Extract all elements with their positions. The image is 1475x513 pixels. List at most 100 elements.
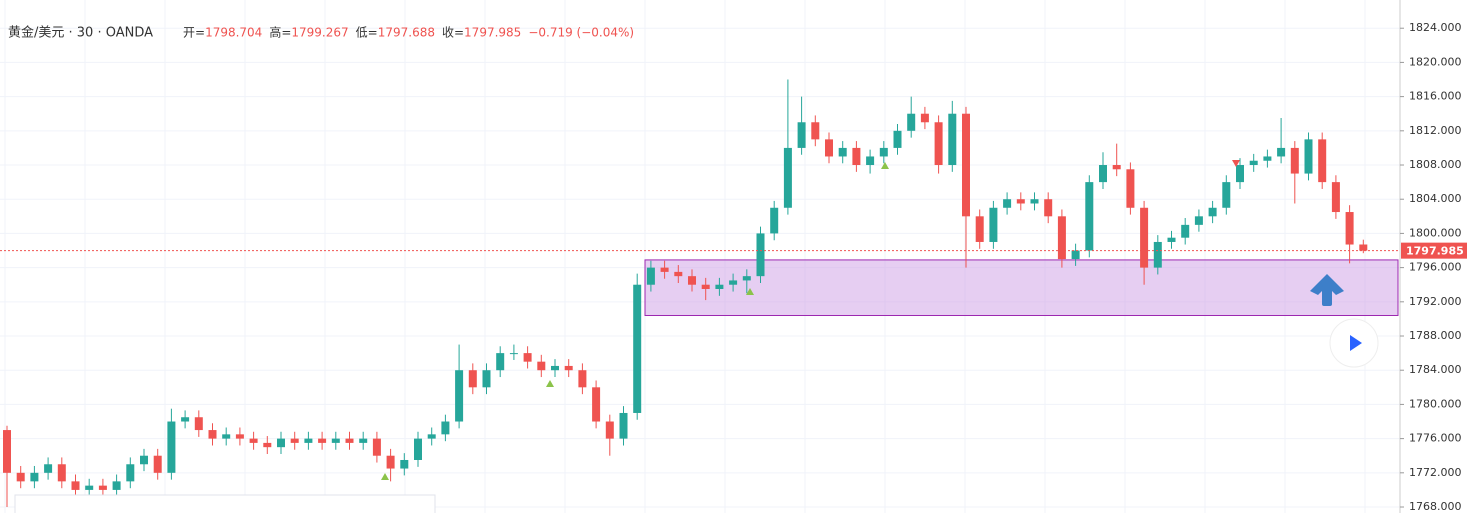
candle-body xyxy=(797,122,806,148)
candle-body xyxy=(564,365,573,371)
candle-body xyxy=(1044,199,1053,217)
candle-body xyxy=(1359,244,1368,251)
candle-body xyxy=(1208,207,1217,217)
candle-body xyxy=(578,370,587,388)
candle-body xyxy=(1181,224,1190,238)
candle-body xyxy=(1085,182,1094,251)
candle-body xyxy=(263,442,272,448)
candle-body xyxy=(1126,169,1135,208)
candle-body xyxy=(1112,165,1121,170)
candle-body xyxy=(989,207,998,242)
candle-body xyxy=(907,113,916,131)
candle-body xyxy=(1318,139,1327,183)
legend: 黄金/美元 · 30 · OANDA 开= 1798.704 高= 1799.267 低… xyxy=(8,25,634,41)
candle-body xyxy=(920,113,929,123)
candle-body xyxy=(852,147,861,166)
candle-body xyxy=(304,438,313,443)
y-tick-label: 1788.000 xyxy=(1409,329,1462,342)
candle-body xyxy=(660,267,669,272)
candle-body xyxy=(3,430,11,473)
ohlc-label: 低= xyxy=(356,26,378,40)
ohlc-label: 开= xyxy=(183,26,205,40)
candle-body xyxy=(701,284,710,289)
candle-body xyxy=(975,216,984,242)
candle-body xyxy=(222,434,231,439)
candle-body xyxy=(1263,156,1272,161)
candle-body xyxy=(1345,212,1354,245)
y-tick-label: 1776.000 xyxy=(1409,432,1462,445)
candle-body xyxy=(879,147,888,157)
candle-body xyxy=(592,387,601,422)
candle-body xyxy=(427,434,436,439)
candle-body xyxy=(1277,147,1286,157)
chart-title: 黄金/美元 · 30 · OANDA xyxy=(8,25,153,41)
candle-body xyxy=(1236,165,1244,183)
candle-body xyxy=(715,284,724,289)
candle-body xyxy=(674,271,683,277)
candle-body xyxy=(112,481,121,490)
y-tick-label: 1792.000 xyxy=(1409,295,1462,308)
candle-body xyxy=(756,233,765,277)
y-tick-label: 1820.000 xyxy=(1409,55,1462,68)
candle-body xyxy=(1331,182,1340,213)
y-tick-label: 1780.000 xyxy=(1409,397,1462,410)
candle-body xyxy=(551,365,559,371)
candle-body xyxy=(646,267,655,285)
candle-body xyxy=(1167,237,1176,242)
candle-body xyxy=(277,438,285,448)
candle-body xyxy=(537,361,546,371)
candle-body xyxy=(633,284,642,413)
candle-body xyxy=(44,464,53,473)
y-tick-label: 1800.000 xyxy=(1409,226,1462,239)
last-price-label: 1797.985 xyxy=(1406,245,1464,258)
candle-body xyxy=(1153,241,1162,268)
candle-body xyxy=(1099,165,1107,183)
candle-body xyxy=(1290,147,1299,174)
candle-body xyxy=(1057,216,1066,260)
candle-body xyxy=(729,280,738,285)
y-tick-label: 1816.000 xyxy=(1409,90,1462,103)
candle-body xyxy=(509,353,518,355)
candle-body xyxy=(948,113,957,166)
candle-body xyxy=(1249,160,1258,166)
candle-body xyxy=(783,147,792,208)
candle-body xyxy=(249,438,258,443)
y-tick-label: 1804.000 xyxy=(1409,192,1462,205)
candle-body xyxy=(523,353,532,362)
candle-body xyxy=(181,417,190,422)
ohlc-value: 1798.704 xyxy=(205,26,262,40)
signal-marker xyxy=(881,162,889,169)
ohlc-value: 1797.688 xyxy=(378,26,435,40)
candle-body xyxy=(235,434,244,439)
candle-body xyxy=(331,438,340,443)
candle-body xyxy=(1140,207,1149,268)
candle-body xyxy=(167,421,176,473)
support-zone xyxy=(644,259,1399,316)
candle-body xyxy=(825,139,833,157)
candle-body xyxy=(140,455,148,465)
candle-body xyxy=(208,430,217,439)
candle-body xyxy=(811,122,820,140)
candle-body xyxy=(1222,182,1231,208)
bottom-panel xyxy=(14,494,436,513)
candle-body xyxy=(1071,250,1080,260)
y-tick-label: 1812.000 xyxy=(1409,124,1462,137)
candle-body xyxy=(400,459,409,469)
play-button[interactable] xyxy=(1329,318,1379,368)
signal-marker xyxy=(746,288,754,295)
candle-body xyxy=(359,438,368,443)
candle-body xyxy=(1003,199,1012,208)
y-tick-label: 1808.000 xyxy=(1409,158,1462,171)
ohlc-label: 高= xyxy=(269,25,291,40)
candle-body xyxy=(455,370,464,422)
candle-body xyxy=(441,421,450,435)
signal-marker xyxy=(546,380,554,387)
candle-body xyxy=(619,412,628,439)
candle-body xyxy=(85,485,94,490)
candle-body xyxy=(1194,216,1203,225)
candle-body xyxy=(1016,199,1025,204)
candle-body xyxy=(71,481,80,490)
y-tick-label: 1768.000 xyxy=(1409,500,1462,513)
y-tick-label: 1772.000 xyxy=(1409,466,1462,479)
